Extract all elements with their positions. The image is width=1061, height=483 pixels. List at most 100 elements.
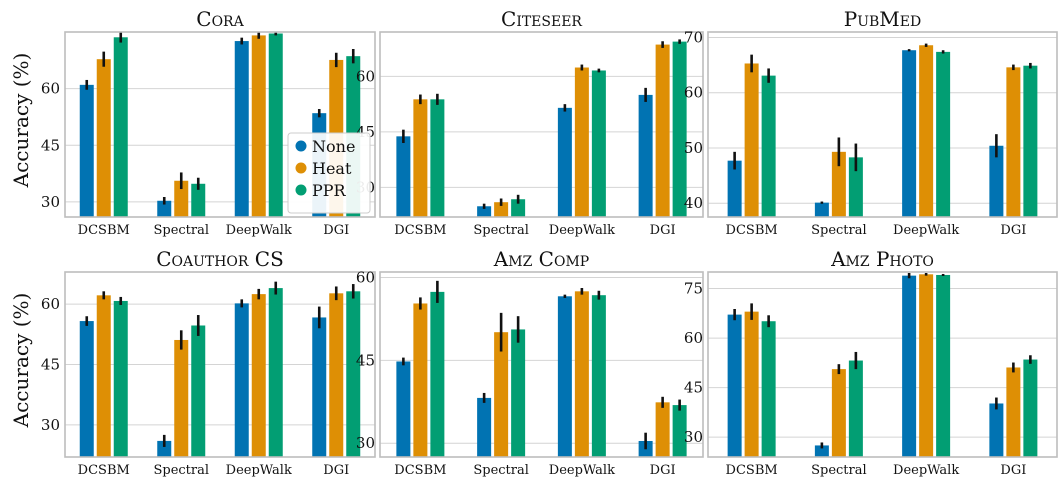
x-tick-label-coauthor-cs-spectral: Spectral — [153, 463, 209, 478]
y-tick-label-amz-comp-45: 45 — [356, 351, 375, 369]
x-tick-label-citeseer-spectral: Spectral — [473, 223, 529, 238]
bar-pubmed-dgi-heat — [1006, 67, 1021, 217]
panel-citeseer: 304560DCSBMSpectralDeepWalkDGICiteseer — [356, 7, 704, 238]
bar-pubmed-deepwalk-none — [902, 50, 917, 218]
bar-citeseer-dcsbm-none — [396, 136, 411, 217]
bar-coauthor-cs-dcsbm-heat — [96, 295, 111, 457]
x-tick-label-coauthor-cs-dgi: DGI — [323, 463, 349, 478]
x-tick-label-cora-dcsbm: DCSBM — [78, 223, 130, 238]
panel-title-amz-comp: Amz Comp — [493, 247, 589, 271]
bar-coauthor-cs-dcsbm-none — [79, 321, 94, 457]
x-tick-label-pubmed-dgi: DGI — [1000, 223, 1026, 238]
x-tick-label-cora-dgi: DGI — [323, 223, 349, 238]
x-tick-label-amz-comp-dgi: DGI — [650, 463, 676, 478]
legend-marker-heat — [295, 162, 307, 174]
y-tick-label-amz-photo-45: 45 — [684, 379, 703, 397]
x-tick-label-amz-photo-dcsbm: DCSBM — [726, 463, 778, 478]
bar-pubmed-dcsbm-heat — [744, 63, 759, 217]
bar-amz-photo-dcsbm-none — [727, 314, 742, 457]
bar-citeseer-dgi-ppr — [672, 41, 687, 218]
bar-citeseer-spectral-heat — [494, 202, 509, 217]
x-tick-label-amz-comp-spectral: Spectral — [473, 463, 529, 478]
bar-amz-comp-dcsbm-ppr — [430, 291, 445, 457]
bar-pubmed-spectral-ppr — [848, 157, 863, 217]
bar-amz-photo-dgi-none — [989, 403, 1004, 457]
y-tick-label-pubmed-60: 60 — [684, 84, 703, 102]
bar-coauthor-cs-deepwalk-none — [234, 303, 249, 457]
axes-frame-amz-comp — [379, 271, 704, 458]
bar-citeseer-dgi-heat — [655, 44, 670, 217]
bar-amz-comp-deepwalk-none — [557, 296, 572, 457]
legend-marker-none — [295, 140, 307, 152]
panel-title-amz-photo: Amz Photo — [830, 247, 934, 271]
x-tick-label-cora-deepwalk: DeepWalk — [226, 223, 292, 238]
y-tick-label-coauthor-cs-30: 30 — [41, 416, 60, 434]
x-tick-label-amz-photo-deepwalk: DeepWalk — [893, 463, 959, 478]
bar-amz-photo-dcsbm-ppr — [761, 321, 776, 457]
y-tick-label-pubmed-50: 50 — [684, 139, 703, 157]
y-tick-label-amz-photo-30: 30 — [684, 428, 703, 446]
panel-pubmed: 40 50 60 70 DCSBM Spectral DeepWalk DGI PubMed — [684, 7, 1058, 238]
y-tick-label-pubmed-70: 70 — [684, 29, 703, 47]
x-tick-label-amz-photo-spectral: Spectral — [811, 463, 867, 478]
bar-amz-comp-spectral-ppr — [511, 329, 526, 457]
bar-cora-dcsbm-ppr — [113, 37, 128, 218]
axes-frame-cora — [64, 31, 376, 218]
x-tick-label-amz-comp-dcsbm: DCSBM — [394, 463, 446, 478]
bar-amz-comp-dcsbm-none — [396, 361, 411, 457]
bar-coauthor-cs-deepwalk-heat — [251, 294, 266, 457]
bar-cora-dcsbm-none — [79, 84, 94, 217]
legend-label-none: None — [312, 137, 355, 156]
panel-title-cora: Cora — [196, 7, 244, 31]
bar-pubmed-dgi-ppr — [1023, 65, 1038, 217]
bar-amz-comp-dgi-ppr — [672, 405, 687, 457]
bar-citeseer-deepwalk-heat — [574, 67, 589, 218]
y-tick-label-amz-photo-60: 60 — [684, 329, 703, 347]
y-tick-label-amz-comp-30: 30 — [356, 434, 375, 452]
bar-cora-spectral-none — [157, 200, 172, 217]
bar-pubmed-deepwalk-heat — [919, 45, 934, 218]
bar-amz-photo-spectral-ppr — [848, 360, 863, 457]
y-tick-label-amz-photo-75: 75 — [684, 280, 703, 298]
bar-citeseer-deepwalk-ppr — [591, 70, 606, 217]
bar-amz-photo-dgi-ppr — [1023, 359, 1038, 457]
bar-coauthor-cs-dgi-ppr — [346, 291, 361, 457]
y-axis-label-bottom: Accuracy (%) — [9, 293, 33, 429]
bar-citeseer-dcsbm-ppr — [430, 99, 445, 217]
panel-amz-photo: 30 45 60 75 DCSBM Spectral DeepWalk DGI Amz Phot… — [684, 247, 1058, 478]
y-tick-label-cora-45: 45 — [41, 136, 60, 154]
bar-pubmed-spectral-none — [814, 202, 829, 217]
bar-amz-photo-deepwalk-none — [902, 275, 917, 457]
x-tick-label-pubmed-dcsbm: DCSBM — [726, 223, 778, 238]
panel-title-pubmed: PubMed — [844, 7, 921, 31]
bar-amz-comp-dgi-heat — [655, 402, 670, 457]
axes-frame-citeseer — [379, 31, 704, 218]
bar-amz-comp-deepwalk-heat — [574, 291, 589, 457]
axes-frame-coauthor-cs — [64, 271, 376, 458]
axes-frame-amz-photo — [707, 271, 1058, 458]
bar-citeseer-spectral-none — [477, 206, 492, 217]
bar-coauthor-cs-deepwalk-ppr — [268, 288, 283, 457]
x-tick-label-amz-comp-deepwalk: DeepWalk — [549, 463, 615, 478]
y-tick-label-coauthor-cs-60: 60 — [41, 295, 60, 313]
bar-amz-comp-dcsbm-heat — [413, 303, 428, 457]
bar-pubmed-dgi-none — [989, 145, 1004, 217]
legend-label-heat: Heat — [312, 159, 352, 178]
legend-label-ppr: PPR — [312, 181, 347, 200]
x-tick-label-coauthor-cs-deepwalk: DeepWalk — [226, 463, 292, 478]
x-tick-label-citeseer-dgi: DGI — [650, 223, 676, 238]
x-tick-label-citeseer-deepwalk: DeepWalk — [549, 223, 615, 238]
bar-pubmed-dcsbm-ppr — [761, 75, 776, 218]
bar-amz-photo-dcsbm-heat — [744, 311, 759, 457]
panel-title-citeseer: Citeseer — [501, 7, 582, 31]
x-tick-label-amz-photo-dgi: DGI — [1000, 463, 1026, 478]
bar-citeseer-spectral-ppr — [511, 199, 526, 217]
bar-coauthor-cs-spectral-heat — [174, 339, 189, 457]
bar-cora-dcsbm-heat — [96, 59, 111, 218]
bar-cora-spectral-ppr — [191, 183, 206, 217]
legend: None Heat PPR — [287, 132, 371, 214]
bar-coauthor-cs-spectral-ppr — [191, 325, 206, 457]
bar-amz-photo-spectral-none — [814, 445, 829, 457]
bar-coauthor-cs-spectral-none — [157, 440, 172, 457]
